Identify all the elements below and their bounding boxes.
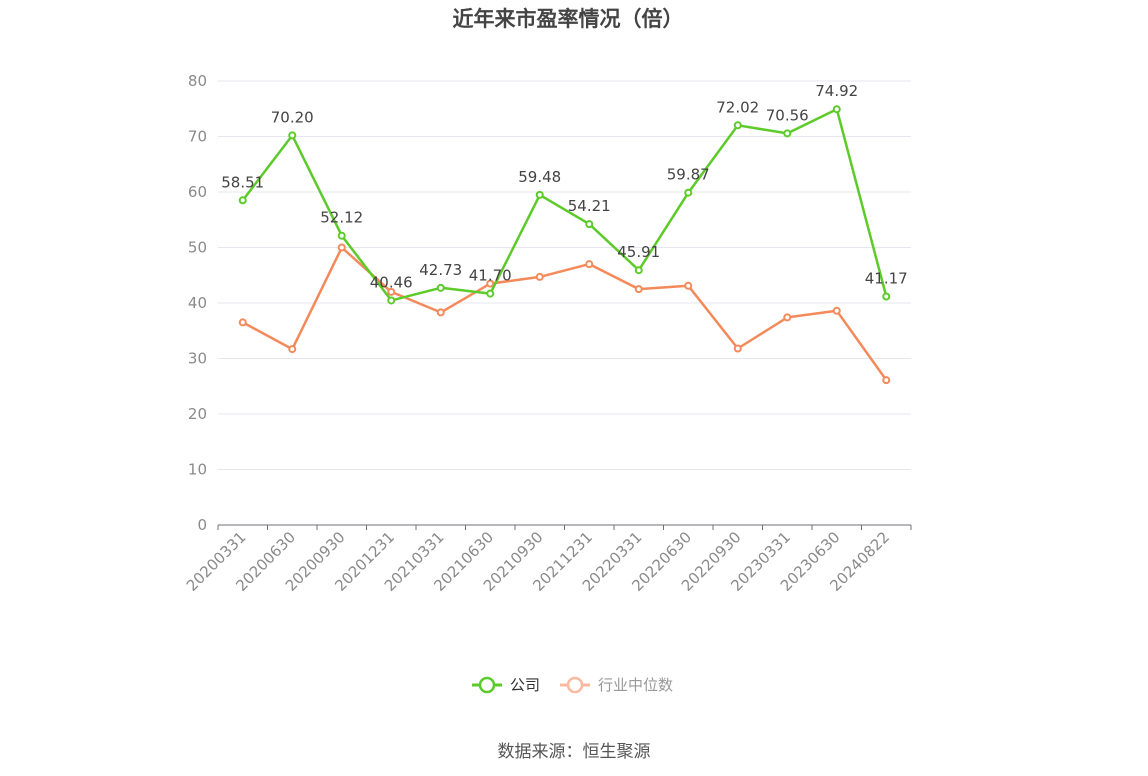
y-axis: 0 10 20 30 40 50 60 70 80	[188, 72, 207, 534]
legend-marker	[478, 676, 496, 694]
y-tick-label: 20	[188, 405, 207, 423]
y-tick-label: 10	[188, 461, 207, 479]
legend-item-company[interactable]: 公司	[472, 676, 540, 694]
data-point[interactable]	[585, 220, 594, 229]
data-point[interactable]	[535, 190, 544, 199]
data-point[interactable]	[634, 266, 643, 275]
data-point[interactable]	[486, 289, 495, 298]
data-label: 40.46	[370, 273, 413, 291]
data-point[interactable]	[832, 105, 841, 114]
series-line	[241, 107, 888, 302]
data-labels: 58.51 70.20 52.12 40.46 42.73 41.70 59.48 54.21…	[221, 82, 907, 291]
y-tick-label: 30	[188, 350, 207, 368]
y-tick-label: 60	[188, 183, 207, 201]
data-point[interactable]	[486, 279, 495, 288]
series-line	[242, 246, 888, 381]
data-point[interactable]	[288, 131, 297, 140]
data-point[interactable]	[832, 306, 841, 315]
data-point[interactable]	[387, 296, 396, 305]
y-tick-label: 40	[188, 294, 207, 312]
data-label: 72.02	[716, 98, 759, 116]
data-point[interactable]	[238, 196, 247, 205]
grid-lines	[218, 80, 911, 470]
data-point[interactable]	[783, 129, 792, 138]
y-tick-label: 0	[197, 516, 207, 534]
data-label: 70.56	[766, 106, 809, 124]
y-tick-label: 50	[188, 239, 207, 257]
data-point[interactable]	[634, 285, 643, 294]
data-label: 52.12	[320, 209, 363, 227]
data-point[interactable]	[783, 313, 792, 322]
data-label: 41.70	[469, 267, 512, 285]
data-label: 42.73	[419, 261, 462, 279]
data-point[interactable]	[288, 345, 297, 354]
y-tick-label: 80	[188, 72, 207, 90]
legend-label: 行业中位数	[598, 676, 673, 694]
chart-title: 近年来市盈率情况（倍）	[453, 7, 684, 31]
series-industry-median	[238, 243, 891, 385]
legend-label: 公司	[510, 676, 540, 694]
data-point[interactable]	[238, 318, 247, 327]
data-label: 58.51	[221, 173, 264, 191]
data-point[interactable]	[436, 308, 445, 317]
data-point[interactable]	[337, 231, 346, 240]
legend[interactable]: 公司 行业中位数	[472, 676, 673, 694]
data-label: 54.21	[568, 197, 611, 215]
data-source: 数据来源：恒生聚源	[498, 742, 651, 762]
data-label: 70.20	[271, 108, 314, 126]
legend-item-industry-median[interactable]: 行业中位数	[560, 676, 673, 694]
data-point[interactable]	[387, 287, 396, 296]
data-label: 74.92	[815, 82, 858, 100]
data-point[interactable]	[684, 188, 693, 197]
data-label: 41.17	[865, 270, 908, 288]
series-company	[238, 105, 891, 305]
data-point[interactable]	[733, 121, 742, 130]
data-point[interactable]	[684, 281, 693, 290]
x-axis: 2020033120200630202009302020123120210331…	[183, 524, 912, 595]
y-tick-label: 70	[188, 128, 207, 146]
data-point[interactable]	[436, 283, 445, 292]
data-point[interactable]	[882, 376, 891, 385]
data-point[interactable]	[882, 292, 891, 301]
data-point[interactable]	[535, 272, 544, 281]
data-label: 59.87	[667, 166, 710, 184]
data-point[interactable]	[733, 344, 742, 353]
data-label: 59.48	[518, 168, 561, 186]
data-label: 45.91	[617, 243, 660, 261]
legend-marker	[566, 676, 584, 694]
data-point[interactable]	[585, 260, 594, 269]
data-point[interactable]	[337, 243, 346, 252]
series-layer	[238, 105, 891, 385]
